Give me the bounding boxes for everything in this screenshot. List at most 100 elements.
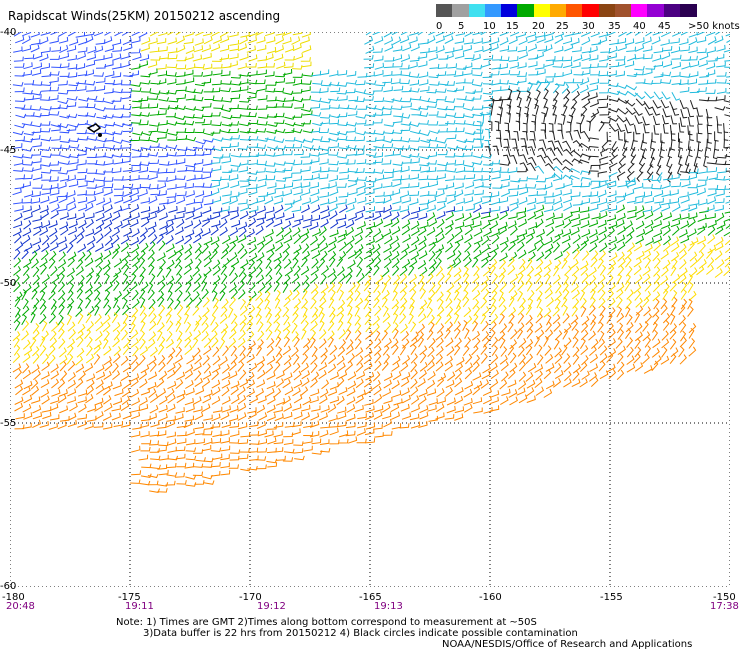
wind-barb <box>256 213 267 221</box>
wind-barb <box>156 377 165 388</box>
wind-barb <box>76 227 85 237</box>
wind-barb <box>147 221 157 230</box>
wind-barb <box>202 112 213 118</box>
wind-barb <box>274 306 282 318</box>
wind-barb <box>500 85 510 91</box>
wind-barb <box>507 379 517 388</box>
wind-barb <box>579 153 592 158</box>
wind-barb <box>158 240 166 251</box>
wind-barb <box>364 386 373 396</box>
wind-barb <box>176 480 187 485</box>
wind-barb <box>264 71 275 77</box>
wind-barb <box>409 182 420 188</box>
wind-barb <box>408 88 420 93</box>
wind-barb <box>418 421 428 428</box>
wind-barb <box>580 260 589 270</box>
wind-barb <box>140 145 152 150</box>
wind-barb <box>589 235 599 244</box>
wind-barb <box>589 353 599 364</box>
wind-barb <box>165 112 176 118</box>
wind-barb <box>239 314 247 326</box>
wind-barb <box>624 249 633 260</box>
wind-barb <box>246 228 255 238</box>
wind-barb <box>330 219 339 229</box>
wind-barb <box>22 227 32 237</box>
wind-barb <box>140 183 151 189</box>
wind-barb <box>724 178 730 181</box>
wind-barb <box>149 346 158 357</box>
wind-barb <box>220 153 231 158</box>
wind-barb <box>221 386 230 397</box>
wind-barb <box>319 242 329 252</box>
wind-barb <box>399 79 410 85</box>
wind-barb <box>140 473 152 478</box>
wind-barb <box>363 250 373 260</box>
wind-barb <box>528 175 539 180</box>
wind-barb <box>601 140 609 151</box>
wind-barb <box>40 371 50 380</box>
wind-barb <box>121 259 129 270</box>
wind-barb <box>500 396 509 406</box>
wind-barb <box>697 251 705 262</box>
wind-barb <box>490 378 499 389</box>
wind-barb <box>166 388 175 398</box>
wind-barb <box>616 312 625 323</box>
wind-barb <box>192 174 203 180</box>
wind-barb <box>643 365 653 374</box>
legend-label: 20 <box>532 21 545 32</box>
wind-barb <box>210 128 221 134</box>
wind-barb <box>347 259 356 269</box>
wind-barb <box>329 142 339 149</box>
wind-barb <box>356 266 363 278</box>
wind-barb <box>599 88 610 94</box>
wind-barb <box>238 166 248 173</box>
wind-barb <box>546 297 554 308</box>
wind-barb <box>518 36 528 46</box>
wind-barb <box>375 81 386 87</box>
wind-barb <box>681 180 691 188</box>
wind-barb <box>579 206 590 213</box>
wind-barb <box>237 234 247 243</box>
wind-barb <box>247 305 256 316</box>
wind-barb <box>229 53 239 60</box>
wind-barb <box>49 330 57 342</box>
wind-barb <box>714 35 724 44</box>
wind-barb <box>194 377 203 388</box>
wind-barb <box>483 95 493 102</box>
wind-barb <box>588 92 598 100</box>
wind-barb <box>373 106 385 111</box>
wind-barb <box>194 81 206 87</box>
wind-barb <box>239 53 249 61</box>
wind-barb <box>41 395 50 405</box>
wind-barb <box>626 227 635 237</box>
wind-barb <box>626 46 636 52</box>
wind-barb <box>608 171 618 181</box>
wind-barb <box>572 354 580 365</box>
wind-barb <box>411 227 420 237</box>
wind-barb <box>444 98 456 103</box>
wind-barb <box>30 91 42 96</box>
wind-barb <box>463 212 472 222</box>
wind-barb <box>678 229 688 238</box>
wind-barb <box>330 87 341 93</box>
wind-barb <box>498 168 509 173</box>
wind-barb <box>642 266 651 276</box>
wind-barb <box>409 257 418 268</box>
wind-barb <box>382 228 392 238</box>
wind-barb <box>599 345 608 356</box>
wind-barb <box>354 281 361 293</box>
wind-barb <box>678 243 687 254</box>
wind-barb <box>726 92 730 94</box>
wind-barb <box>300 57 311 62</box>
wind-barb <box>517 96 522 108</box>
wind-barb <box>428 250 436 262</box>
wind-barb <box>266 395 276 405</box>
wind-barb <box>22 70 32 76</box>
wind-barb <box>320 183 330 190</box>
wind-barb <box>246 295 253 307</box>
wind-barb <box>264 152 276 157</box>
wind-barb <box>275 226 285 237</box>
wind-barb <box>48 354 56 366</box>
wind-barb <box>184 250 193 261</box>
wind-barb <box>86 336 93 348</box>
